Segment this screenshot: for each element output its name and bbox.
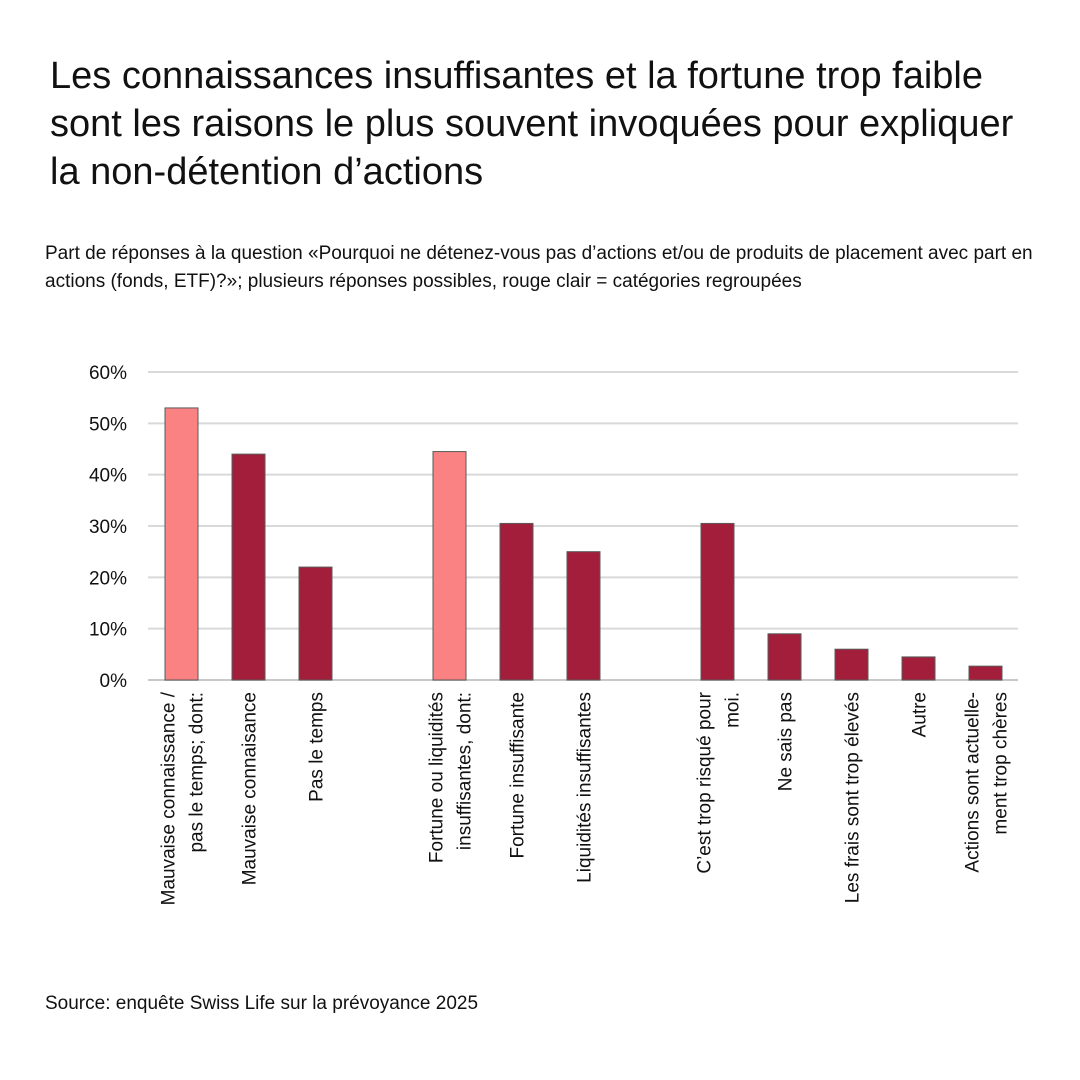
bars xyxy=(164,407,1003,681)
x-category-label: Les frais sont trop élevés xyxy=(843,692,864,903)
bar xyxy=(499,522,534,681)
x-category-label: Actions sont actuelle-ment trop chères xyxy=(963,692,1012,873)
y-tick-label: 40% xyxy=(89,466,127,487)
bar xyxy=(968,665,1003,681)
bar xyxy=(298,566,333,681)
x-category-label-line: insuffisantes, dont: xyxy=(455,692,476,850)
x-category-label-line: ment trop chères xyxy=(991,692,1012,835)
y-tick-label: 50% xyxy=(89,414,127,435)
y-axis-tick-labels: 0% 10% 20% 30% 40% 50% 60% xyxy=(89,363,127,692)
x-category-label: Fortune ou liquidités insuffisantes, dont… xyxy=(427,692,476,863)
x-category-label: C’est trop risqué pour moi. xyxy=(695,691,744,873)
x-category-label: Mauvaise connaisance xyxy=(240,692,261,885)
x-category-label-line: Mauvaise connaissance / xyxy=(159,691,180,905)
bar xyxy=(834,648,869,681)
y-tick-label: 10% xyxy=(89,620,127,641)
source-note: Source: enquête Swiss Life sur la prévoy… xyxy=(45,993,479,1014)
bar xyxy=(566,551,601,681)
x-category-label-line: Ne sais pas xyxy=(776,692,797,791)
bar-grouped xyxy=(432,451,467,681)
chart-title: Les connaissances insuffisantes et la fo… xyxy=(50,55,1014,193)
y-tick-label: 0% xyxy=(100,671,128,692)
x-category-label-line: Pas le temps xyxy=(307,692,328,802)
bar xyxy=(700,522,735,681)
x-category-label-line: Liquidités insuffisantes xyxy=(575,692,596,883)
x-category-label: Ne sais pas xyxy=(776,692,797,791)
y-tick-label: 60% xyxy=(89,363,127,384)
x-category-label: Pas le temps xyxy=(307,692,328,802)
x-category-label: Fortune insuffisante xyxy=(508,692,529,859)
bar xyxy=(231,453,266,681)
x-category-label: Autre xyxy=(910,692,931,737)
x-axis-category-labels: Mauvaise connaissance / pas le temps; don… xyxy=(159,691,1012,905)
bar-grouped xyxy=(164,407,199,681)
x-category-label-line: Fortune ou liquidités xyxy=(427,692,448,863)
x-category-label-line: Actions sont actuelle- xyxy=(963,692,984,873)
x-category-label-line: pas le temps; dont: xyxy=(187,692,208,853)
x-category-label-line: Mauvaise connaisance xyxy=(240,692,261,885)
x-category-label-line: Autre xyxy=(910,692,931,737)
y-tick-label: 30% xyxy=(89,517,127,538)
x-category-label: Liquidités insuffisantes xyxy=(575,692,596,883)
x-category-label-line: moi. xyxy=(723,692,744,728)
y-tick-label: 20% xyxy=(89,568,127,589)
x-category-label-line: Fortune insuffisante xyxy=(508,692,529,859)
bar xyxy=(767,633,802,681)
x-category-label-line: Les frais sont trop élevés xyxy=(843,692,864,903)
x-category-label-line: C’est trop risqué pour xyxy=(695,691,716,873)
chart-subtitle: Part de réponses à la question «Pourquoi… xyxy=(45,243,1033,292)
bar xyxy=(901,656,936,681)
x-category-label: Mauvaise connaissance / pas le temps; don… xyxy=(159,691,208,905)
